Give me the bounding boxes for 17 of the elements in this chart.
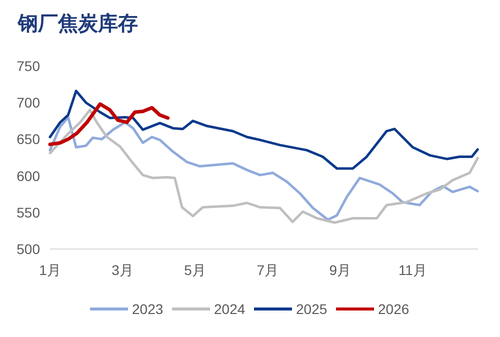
legend-label: 2025 [296, 301, 328, 317]
x-tick-label: 5月 [184, 262, 206, 278]
x-tick-label: 1月 [39, 262, 61, 278]
x-tick-label: 3月 [112, 262, 134, 278]
legend-label: 2024 [214, 301, 246, 317]
x-tick-label: 7月 [256, 262, 279, 278]
y-tick-label: 550 [16, 204, 40, 220]
y-tick-label: 700 [16, 94, 40, 111]
y-tick-label: 500 [16, 241, 40, 257]
y-tick-label: 650 [16, 131, 40, 148]
x-tick-label: 9月 [329, 262, 352, 278]
legend-label: 2026 [378, 301, 410, 317]
y-tick-label: 750 [16, 58, 40, 74]
x-tick-label: 11月 [398, 262, 427, 278]
chart-title: 钢厂焦炭库存 [17, 12, 138, 35]
legend-label: 2023 [132, 301, 164, 317]
y-tick-label: 600 [16, 168, 40, 184]
